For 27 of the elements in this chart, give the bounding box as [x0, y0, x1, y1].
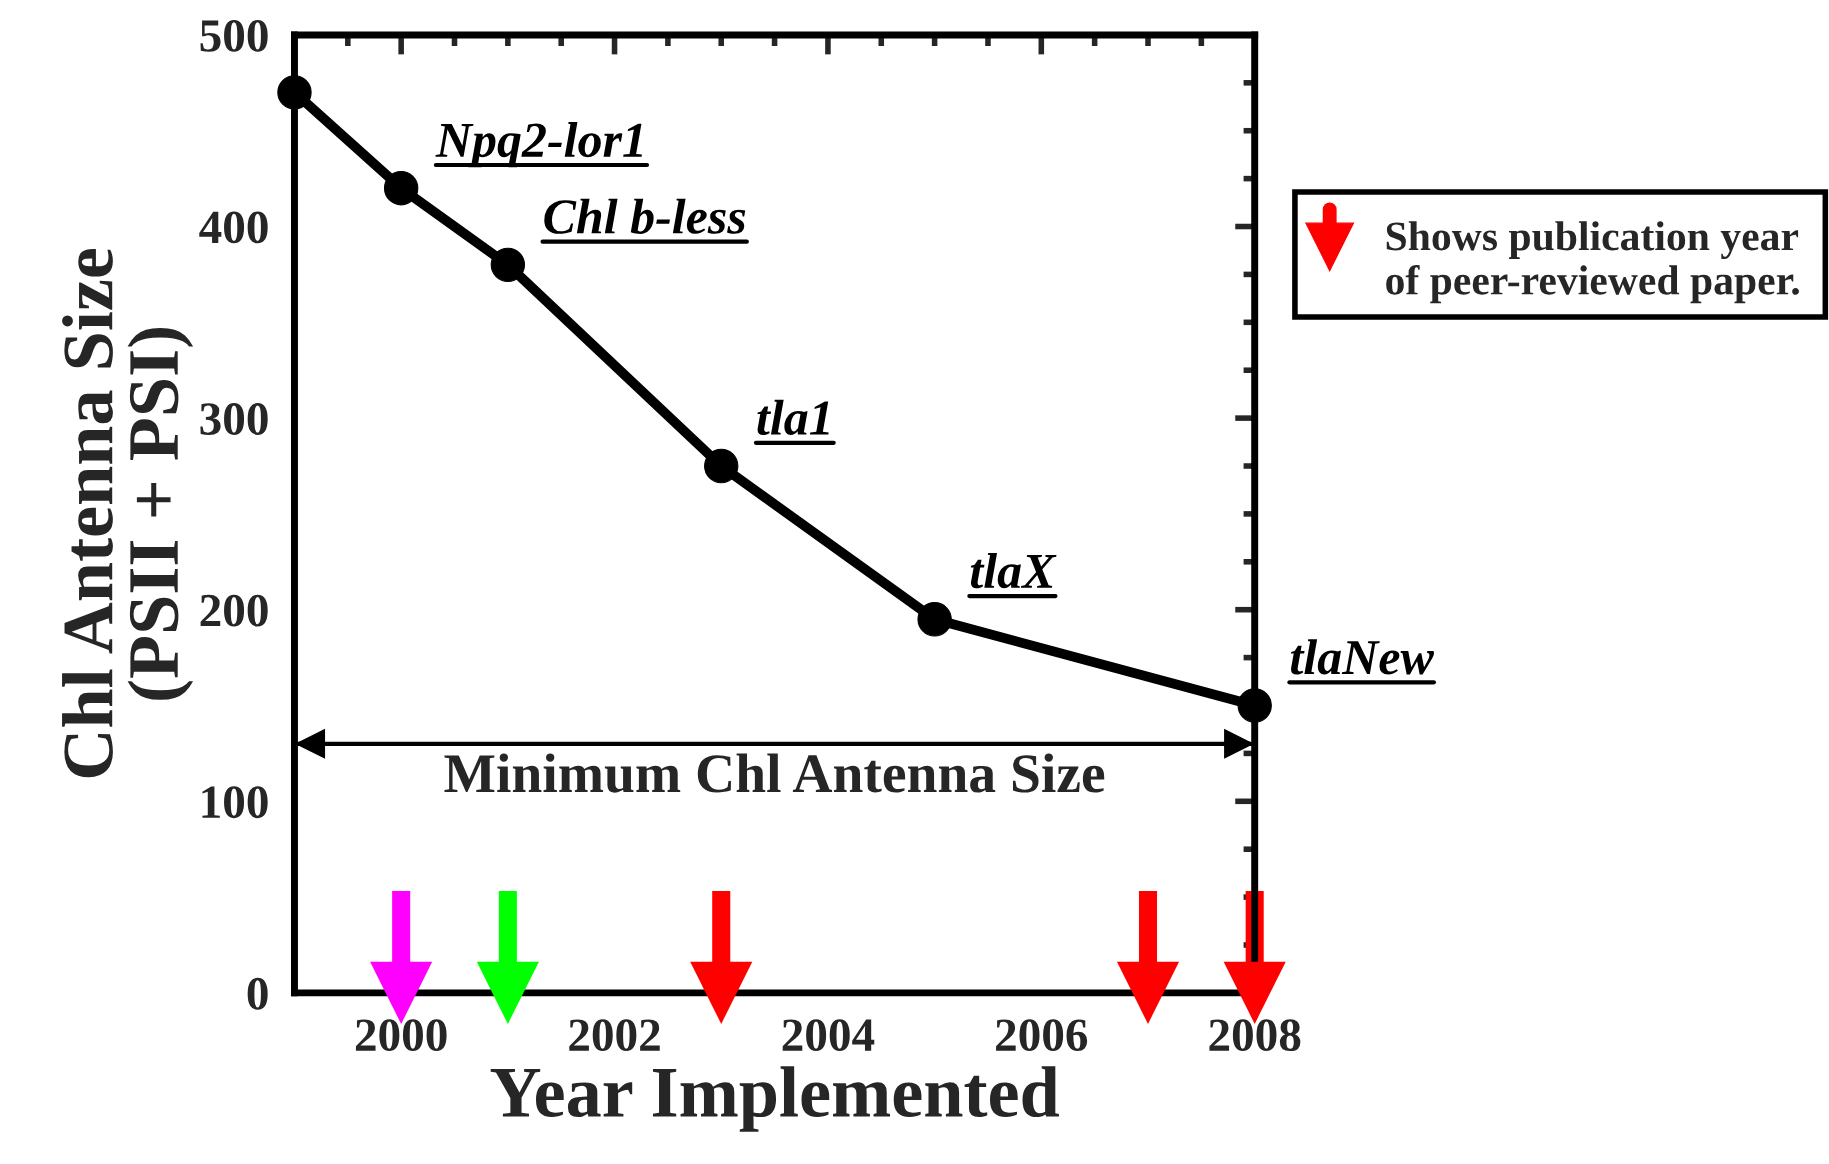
annotation: tlaNew	[1290, 639, 1435, 675]
point	[690, 961, 753, 1024]
y-tick-label: 500	[200, 19, 268, 52]
point	[490, 247, 526, 283]
y-tick-label: 400	[199, 211, 268, 244]
annotation: Chl b-less	[544, 198, 746, 234]
point	[476, 961, 539, 1024]
y-tick-label: 100	[202, 786, 268, 819]
point	[1116, 961, 1180, 1024]
annotation: Npq2-lor1	[435, 122, 642, 168]
x-tick-label: 2004	[782, 1019, 875, 1052]
x-tick-label: 2002	[569, 1019, 660, 1052]
point	[383, 171, 419, 206]
y-tick-label: 0	[247, 977, 268, 1010]
x-axis-title: Year Implemented	[490, 1066, 1059, 1132]
point	[704, 448, 739, 484]
ref-line-label: Minimum Chl Antenna Size	[444, 753, 1105, 793]
annotation: tla1	[757, 399, 829, 436]
x-tick-label: 2000	[355, 1019, 447, 1052]
point	[917, 602, 952, 637]
x-tick-label: 2008	[1209, 1019, 1301, 1052]
x-tick-label: 2006	[996, 1019, 1088, 1052]
y-axis-title: Chl Antenna Size (PSII + PSI)	[62, 248, 194, 778]
y-tick-label: 300	[200, 403, 268, 435]
legend-label: Shows publication year of peer-reviewed paper.	[1386, 221, 1799, 304]
annotation: tlaX	[970, 553, 1057, 589]
y-tick-label: 200	[200, 594, 268, 627]
